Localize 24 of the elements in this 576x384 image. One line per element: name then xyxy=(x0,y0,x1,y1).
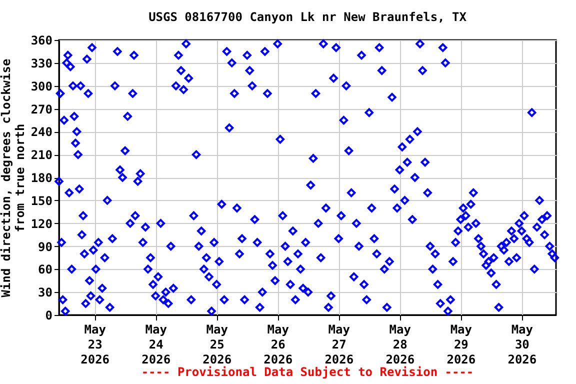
x-tick-label: May 28 2026 xyxy=(386,322,415,366)
y-tick-label: 150 xyxy=(30,194,52,208)
y-axis-title: Wind direction, degrees clockwise from true north xyxy=(0,58,27,298)
x-tick-label: May 23 2026 xyxy=(80,322,110,366)
y-tick-label: 330 xyxy=(30,56,52,70)
x-tick-label: May 24 2026 xyxy=(142,322,171,366)
y-tick-label: 300 xyxy=(30,79,52,94)
chart-title: USGS 08167700 Canyon Lk nr New Braunfels, TX xyxy=(148,10,468,24)
y-tick-label: 360 xyxy=(30,34,52,48)
x-tick-label: May 25 2026 xyxy=(202,322,232,366)
y-tick-label: 210 xyxy=(30,148,52,162)
y-tick-label: 240 xyxy=(30,125,52,140)
x-tick-label: May 26 2026 xyxy=(264,322,293,366)
y-tick-label: 120 xyxy=(30,216,52,231)
y-tick-label: 0 xyxy=(45,308,52,322)
y-tick-label: 90 xyxy=(38,240,52,254)
y-tick-label: 270 xyxy=(30,102,52,116)
x-tick-label: May 27 2026 xyxy=(324,322,354,366)
y-tick-label: 30 xyxy=(38,286,52,300)
x-tick-label: May 29 2026 xyxy=(446,322,476,366)
y-tick-label: 180 xyxy=(30,171,52,185)
x-tick-label: May 30 2026 xyxy=(508,322,537,366)
text: ---- Provisional Data Subject to Revision ---- xyxy=(141,365,474,379)
y-tick-label: 60 xyxy=(38,262,52,277)
